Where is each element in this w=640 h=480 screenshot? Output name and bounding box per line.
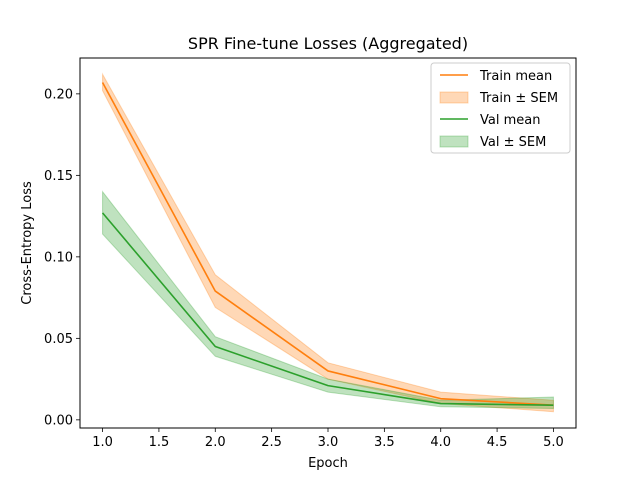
x-tick-label: 4.0 — [430, 435, 451, 450]
y-tick-label: 0.10 — [44, 250, 73, 265]
x-tick-label: 3.0 — [318, 435, 339, 450]
x-tick-label: 5.0 — [543, 435, 564, 450]
sem-band-0 — [102, 72, 554, 413]
mean-line-1 — [101, 212, 554, 406]
y-tick-label: 0.05 — [44, 332, 73, 347]
legend: Train mean Train ± SEM Val mean Val ± SEM — [430, 62, 571, 154]
chart-title: SPR Fine-tune Losses (Aggregated) — [188, 34, 468, 53]
legend-label: Train mean — [479, 69, 552, 84]
y-tick-label: 0.15 — [44, 169, 73, 184]
sem-band-1 — [102, 190, 554, 409]
y-tick-label: 0.20 — [44, 87, 73, 102]
mean-lines — [101, 82, 554, 406]
sem-bands — [102, 72, 554, 413]
legend-label: Val ± SEM — [480, 135, 546, 150]
legend-label: Train ± SEM — [479, 91, 558, 106]
x-tick-label: 1.0 — [92, 435, 113, 450]
legend-band-swatch-0 — [439, 91, 469, 104]
mean-line-0 — [101, 82, 554, 406]
x-tick-label: 2.5 — [261, 435, 282, 450]
x-axis-label: Epoch — [308, 456, 348, 471]
x-tick-label: 2.0 — [205, 435, 226, 450]
x-tick-label: 3.5 — [374, 435, 395, 450]
x-tick-label: 4.5 — [487, 435, 508, 450]
y-tick-label: 0.00 — [44, 413, 73, 428]
y-axis-ticks: 0.00 0.05 0.10 0.15 0.20 — [44, 87, 80, 428]
y-axis-label: Cross-Entropy Loss — [20, 181, 35, 305]
legend-band-swatch-1 — [439, 135, 469, 148]
legend-label: Val mean — [480, 113, 540, 128]
x-tick-label: 1.5 — [149, 435, 170, 450]
legend-frame — [430, 62, 571, 154]
x-axis-ticks: 1.0 1.5 2.0 2.5 3.0 3.5 4.0 4.5 5.0 — [92, 428, 564, 450]
